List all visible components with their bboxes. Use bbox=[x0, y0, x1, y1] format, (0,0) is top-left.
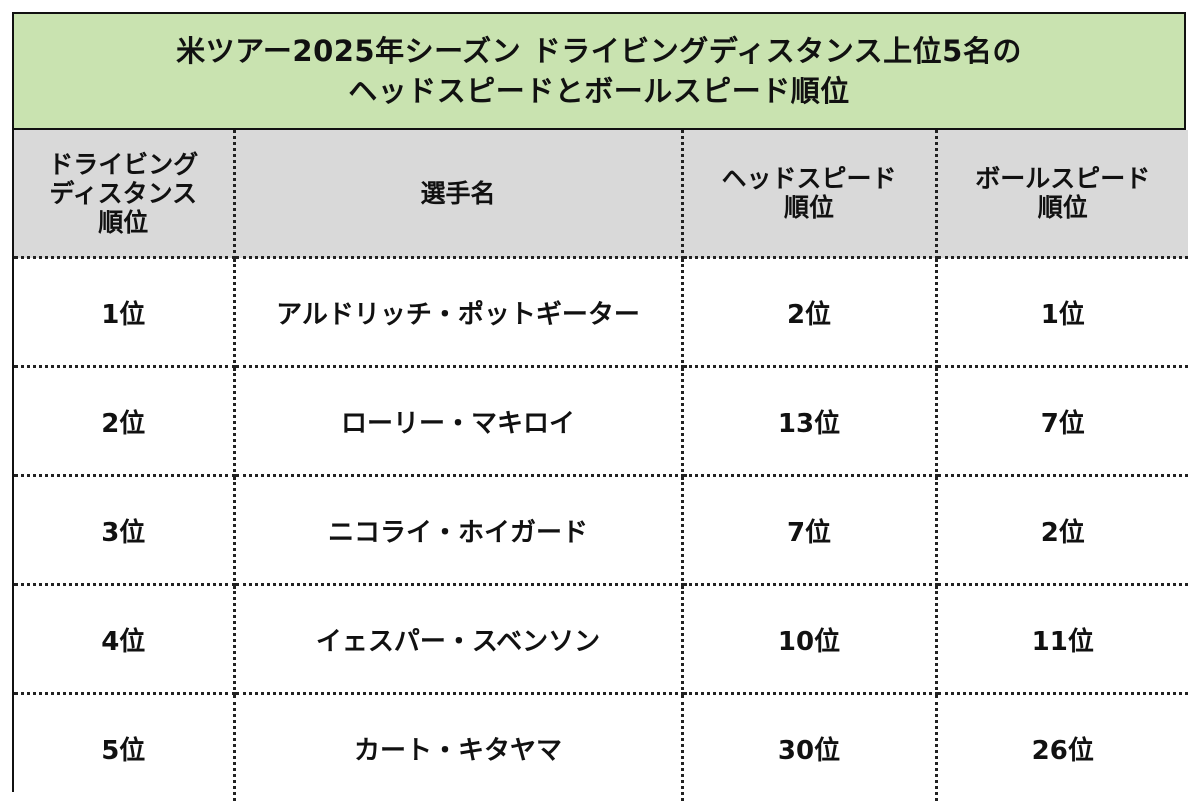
ball-speed-rank-cell: 2位 bbox=[936, 476, 1188, 585]
header-head-speed-rank: ヘッドスピード 順位 bbox=[682, 130, 936, 258]
distance-rank-cell: 3位 bbox=[14, 476, 234, 585]
head-speed-rank-cell: 2位 bbox=[682, 258, 936, 367]
ranking-table: ドライビング ディスタンス 順位 選手名 ヘッドスピード 順位 ボールスピード … bbox=[14, 130, 1188, 801]
table-row: 4位 イェスパー・スベンソン 10位 11位 bbox=[14, 585, 1188, 694]
header-text: 順位 bbox=[938, 193, 1189, 222]
player-name-cell: イェスパー・スベンソン bbox=[234, 585, 682, 694]
player-name-cell: ローリー・マキロイ bbox=[234, 367, 682, 476]
distance-rank-cell: 4位 bbox=[14, 585, 234, 694]
header-text: 選手名 bbox=[236, 179, 681, 208]
header-text: ドライビング bbox=[14, 150, 233, 179]
header-text: ボールスピード bbox=[938, 164, 1189, 193]
header-ball-speed-rank: ボールスピード 順位 bbox=[936, 130, 1188, 258]
head-speed-rank-cell: 10位 bbox=[682, 585, 936, 694]
distance-rank-cell: 2位 bbox=[14, 367, 234, 476]
table-row: 1位 アルドリッチ・ポットギーター 2位 1位 bbox=[14, 258, 1188, 367]
header-text: 順位 bbox=[684, 193, 935, 222]
player-name-cell: ニコライ・ホイガード bbox=[234, 476, 682, 585]
table-title: 米ツアー2025年シーズン ドライビングディスタンス上位5名の ヘッドスピードと… bbox=[14, 14, 1184, 130]
ball-speed-rank-cell: 26位 bbox=[936, 694, 1188, 801]
title-line-1: 米ツアー2025年シーズン ドライビングディスタンス上位5名の bbox=[176, 31, 1022, 71]
distance-rank-cell: 5位 bbox=[14, 694, 234, 801]
header-text: ディスタンス bbox=[14, 179, 233, 208]
table-row: 5位 カート・キタヤマ 30位 26位 bbox=[14, 694, 1188, 801]
player-name-cell: カート・キタヤマ bbox=[234, 694, 682, 801]
header-text: 順位 bbox=[14, 208, 233, 237]
head-speed-rank-cell: 30位 bbox=[682, 694, 936, 801]
head-speed-rank-cell: 7位 bbox=[682, 476, 936, 585]
player-name-cell: アルドリッチ・ポットギーター bbox=[234, 258, 682, 367]
ball-speed-rank-cell: 11位 bbox=[936, 585, 1188, 694]
ball-speed-rank-cell: 7位 bbox=[936, 367, 1188, 476]
header-text: ヘッドスピード bbox=[684, 164, 935, 193]
header-player-name: 選手名 bbox=[234, 130, 682, 258]
table-row: 2位 ローリー・マキロイ 13位 7位 bbox=[14, 367, 1188, 476]
title-line-2: ヘッドスピードとボールスピード順位 bbox=[348, 71, 850, 111]
table-header-row: ドライビング ディスタンス 順位 選手名 ヘッドスピード 順位 ボールスピード … bbox=[14, 130, 1188, 258]
distance-rank-cell: 1位 bbox=[14, 258, 234, 367]
head-speed-rank-cell: 13位 bbox=[682, 367, 936, 476]
table-row: 3位 ニコライ・ホイガード 7位 2位 bbox=[14, 476, 1188, 585]
header-distance-rank: ドライビング ディスタンス 順位 bbox=[14, 130, 234, 258]
ball-speed-rank-cell: 1位 bbox=[936, 258, 1188, 367]
ranking-table-frame: 米ツアー2025年シーズン ドライビングディスタンス上位5名の ヘッドスピードと… bbox=[12, 12, 1186, 792]
